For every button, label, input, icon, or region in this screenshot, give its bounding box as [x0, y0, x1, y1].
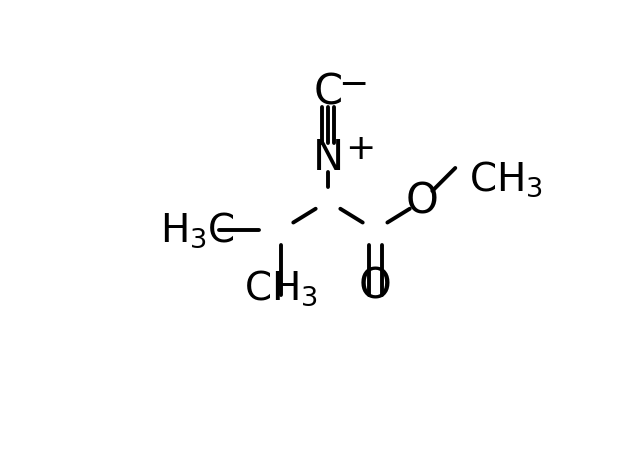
Text: O: O: [406, 180, 438, 222]
Text: O: O: [358, 266, 392, 308]
Text: C: C: [314, 71, 342, 114]
Text: CH$_3$: CH$_3$: [469, 159, 543, 199]
Text: CH$_3$: CH$_3$: [244, 268, 318, 308]
Text: −: −: [338, 68, 369, 102]
Text: H$_3$C: H$_3$C: [160, 210, 235, 250]
Text: N: N: [312, 137, 344, 179]
Text: +: +: [346, 132, 376, 166]
